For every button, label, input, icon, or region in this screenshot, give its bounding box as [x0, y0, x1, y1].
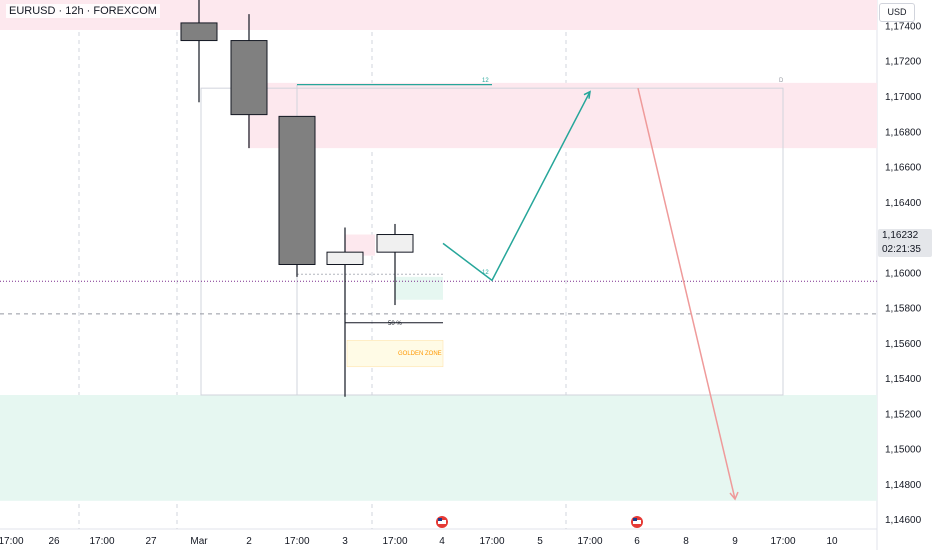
price-tick-label: 1,15400	[885, 374, 922, 385]
count-label-bottom: 12	[482, 270, 489, 276]
count-label-top: 12	[482, 78, 489, 84]
demand-zone	[0, 394, 877, 501]
candle[interactable]	[278, 115, 316, 277]
time-tick-label: 27	[145, 536, 157, 547]
price-tick-label: 1,16600	[885, 163, 922, 174]
golden-zone-box	[346, 340, 444, 368]
bearish-projection-line[interactable]	[637, 87, 736, 500]
mini-supply-box	[345, 234, 375, 256]
time-tick-label: 17:00	[577, 536, 602, 547]
bearish-arrow-head-icon	[729, 491, 739, 501]
price-tick-label: 1,14800	[885, 480, 922, 491]
price-tick-label: 1,15600	[885, 339, 922, 350]
bullish-arrow-head-icon	[583, 90, 591, 99]
candle[interactable]	[230, 14, 268, 149]
time-tick-label: 17:00	[89, 536, 114, 547]
price-tick-label: 1,15800	[885, 304, 922, 315]
time-tick-label: 10	[826, 536, 838, 547]
price-tick-label: 1,15000	[885, 445, 922, 456]
mini-demand-box	[395, 276, 443, 300]
candle-body	[376, 234, 414, 253]
price-tick-label: 1,14600	[885, 515, 922, 526]
corner-label: D	[779, 78, 784, 84]
price-tick-label: 1,16800	[885, 127, 922, 138]
time-tick-label: 4	[439, 536, 445, 547]
candle-body	[326, 251, 364, 265]
price-tick-label: 1,17200	[885, 57, 922, 68]
symbol-header[interactable]: EURUSD · 12h · FOREXCOM	[6, 4, 160, 18]
time-tick-label: 3	[342, 536, 348, 547]
price-tick-label: 1,17400	[885, 21, 922, 32]
countdown-label: 02:21:35	[878, 243, 932, 257]
price-tick-label: 1,15200	[885, 409, 922, 420]
candle[interactable]	[326, 227, 364, 397]
golden-zone-label: GOLDEN ZONE	[398, 351, 442, 357]
time-tick-label: 8	[683, 536, 689, 547]
candle-body	[180, 22, 218, 42]
candle-body	[278, 115, 316, 265]
time-tick-label: 17:00	[0, 536, 24, 547]
time-tick-label: Mar	[190, 536, 208, 547]
price-tick-label: 1,17000	[885, 92, 922, 103]
price-tick-label: 1,16000	[885, 268, 922, 279]
price-tick-label: 1,16400	[885, 198, 922, 209]
time-tick-label: 6	[634, 536, 640, 547]
time-tick-label: 5	[537, 536, 543, 547]
candle[interactable]	[376, 223, 414, 306]
fib-50-label: 50 %	[388, 321, 402, 327]
time-tick-label: 17:00	[770, 536, 795, 547]
time-tick-label: 2	[246, 536, 252, 547]
candle[interactable]	[180, 0, 218, 103]
range-box	[200, 87, 784, 396]
bullish-projection-path[interactable]	[442, 91, 591, 282]
time-tick-label: 26	[48, 536, 60, 547]
currency-button[interactable]: USD	[879, 3, 915, 22]
time-tick-label: 17:00	[284, 536, 309, 547]
us-flag-event-icon[interactable]	[436, 516, 448, 528]
candle-body	[230, 40, 268, 116]
current-price-label: 1,16232	[878, 229, 932, 243]
us-flag-event-icon[interactable]	[631, 516, 643, 528]
supply-zone	[248, 82, 877, 149]
time-tick-label: 17:00	[479, 536, 504, 547]
time-tick-label: 17:00	[382, 536, 407, 547]
time-tick-label: 9	[732, 536, 738, 547]
